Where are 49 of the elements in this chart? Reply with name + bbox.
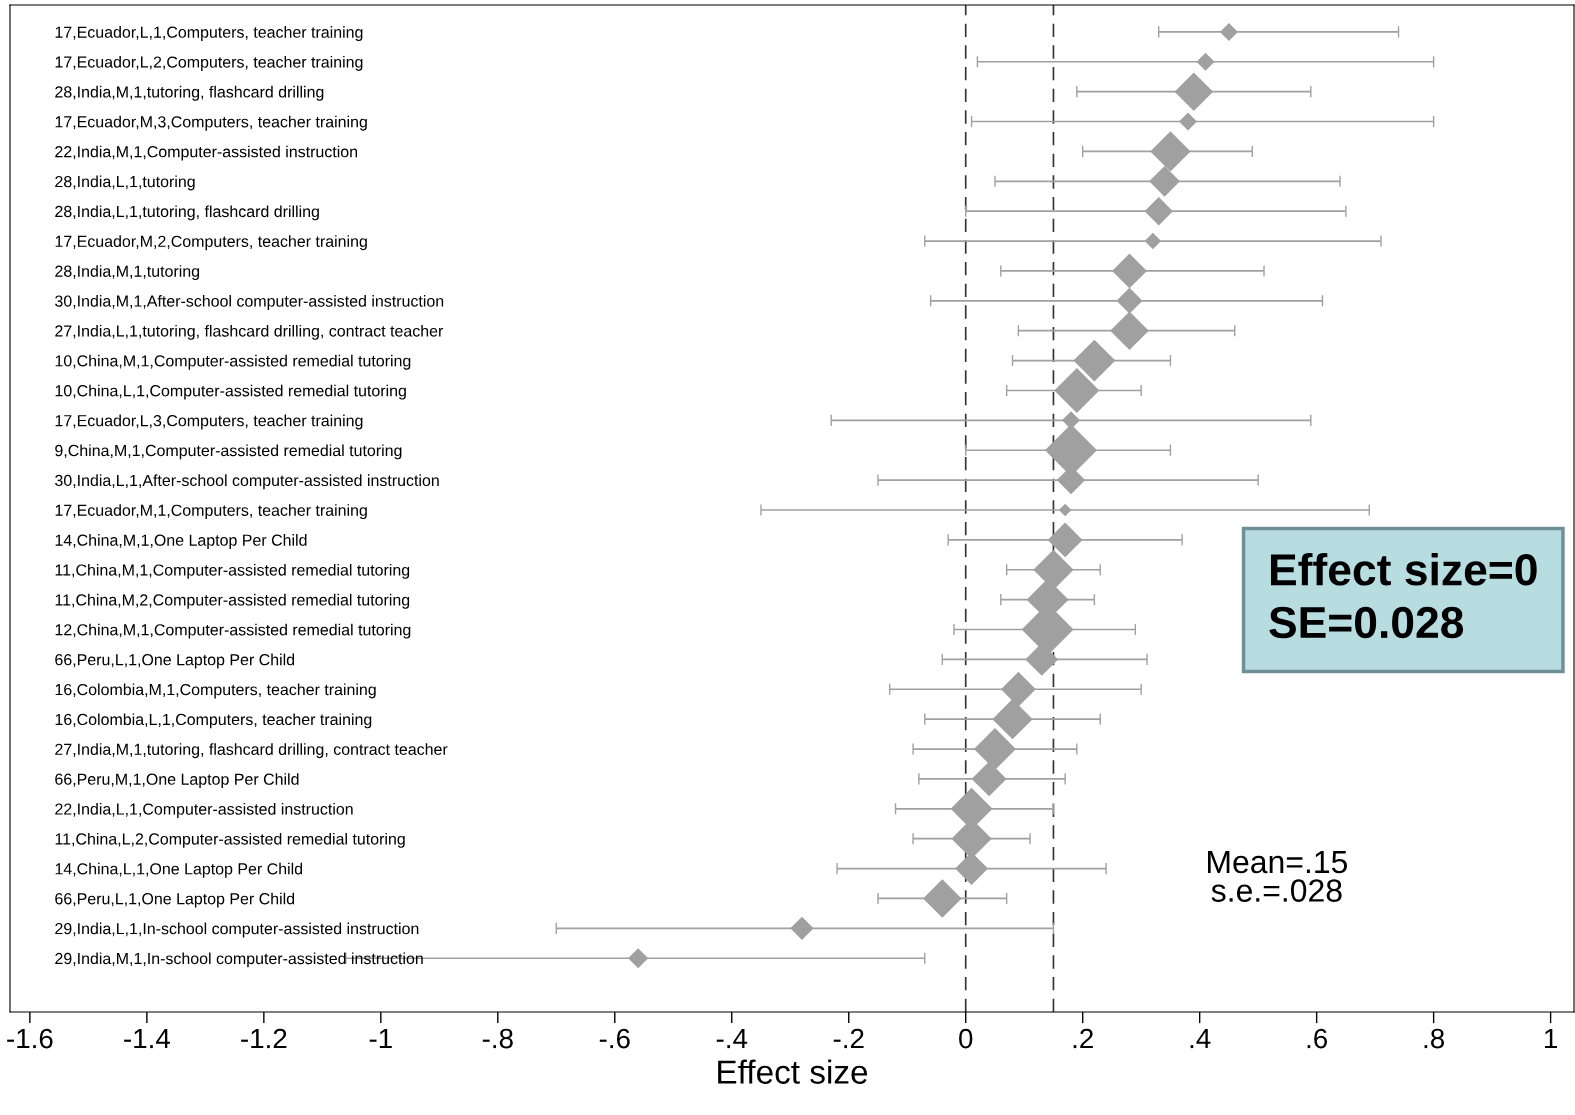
y-tick-label: 66,Peru,M,1,One Laptop Per Child: [55, 773, 299, 789]
x-tick-label: .2: [1073, 1028, 1093, 1049]
y-tick-label: 22,India,M,1,Computer-assisted instruction: [55, 145, 358, 161]
x-tick-label: -.6: [599, 1028, 630, 1049]
x-tick-label: 0: [959, 1028, 973, 1049]
y-tick-label: 16,Colombia,L,1,Computers, teacher training: [55, 713, 372, 729]
x-tick-label: -.4: [716, 1028, 748, 1049]
y-tick-label: 66,Peru,L,1,One Laptop Per Child: [55, 653, 295, 669]
x-tick-label: .6: [1307, 1028, 1328, 1049]
y-tick-label: 11,China,L,2,Computer-assisted remedial tutoring: [55, 832, 405, 848]
y-tick-label: 28,India,M,1,tutoring: [55, 265, 200, 281]
x-tick-label: -.8: [482, 1028, 513, 1049]
annotation: Effect size=0 SE=0.028: [1269, 552, 1537, 639]
x-tick-label: 1: [1545, 1028, 1557, 1049]
y-tick-label: 17,Ecuador,L,2,Computers, teacher training: [55, 55, 363, 71]
y-tick-label: 16,Colombia,M,1,Computers, teacher training: [55, 683, 376, 699]
x-tick-label: -1.2: [241, 1028, 287, 1049]
y-tick-label: 30,India,M,1,After-school computer-assisted instruction: [55, 295, 444, 310]
y-tick-label: 27,India,L,1,tutoring, flashcard drilling, contract teacher: [55, 324, 444, 340]
x-tick-label: -1.6: [7, 1028, 53, 1049]
y-tick-label: 28,India,M,1,tutoring, flashcard drilling: [55, 85, 324, 101]
y-tick-label: 10,China,L,1,Computer-assisted remedial tutoring: [55, 384, 406, 400]
y-tick-label: 17,Ecuador,M,2,Computers, teacher training: [55, 235, 367, 251]
annotation: Mean=.15 s.e.=.028: [1208, 851, 1348, 902]
y-tick-label: 29,India,M,1,In-school computer-assisted instruction: [55, 952, 423, 968]
y-tick-label: 17,Ecuador,M,1,Computers, teacher training: [55, 504, 367, 520]
y-tick-label: 11,China,M,1,Computer-assisted remedial tutoring: [55, 563, 410, 579]
y-tick-label: 66,Peru,L,1,One Laptop Per Child: [55, 892, 295, 908]
y-tick-label: 17,Ecuador,L,3,Computers, teacher training: [55, 414, 363, 430]
y-tick-label: 9,China,M,1,Computer-assisted remedial tutoring: [55, 444, 402, 460]
y-tick-label: 22,India,L,1,Computer-assisted instruction: [55, 803, 353, 818]
y-tick-label: 14,China,L,1,One Laptop Per Child: [55, 862, 303, 878]
x-axis-title: Effect size: [718, 1059, 868, 1084]
x-tick-label: -.2: [833, 1028, 864, 1049]
x-tick-label: .8: [1424, 1028, 1444, 1049]
y-tick-label: 28,India,L,1,tutoring, flashcard drilling: [55, 205, 319, 221]
y-tick-label: 27,India,M,1,tutoring, flashcard drilling, contract teacher: [55, 743, 448, 759]
y-tick-label: 17,Ecuador,M,3,Computers, teacher training: [55, 115, 367, 131]
x-tick-label: -1: [369, 1028, 392, 1049]
y-tick-label: 14,China,M,1,One Laptop Per Child: [55, 534, 307, 549]
x-tick-label: .4: [1190, 1028, 1211, 1049]
x-tick-label: -1.4: [124, 1028, 170, 1049]
y-tick-label: 12,China,M,1,Computer-assisted remedial tutoring: [55, 623, 411, 639]
y-tick-label: 28,India,L,1,tutoring: [55, 175, 195, 191]
y-tick-label: 30,India,L,1,After-school computer-assisted instruction: [55, 474, 439, 490]
y-tick-label: 10,China,M,1,Computer-assisted remedial tutoring: [55, 354, 411, 370]
y-tick-label: 17,Ecuador,L,1,Computers, teacher training: [55, 26, 363, 41]
y-tick-label: 29,India,L,1,In-school computer-assisted instruction: [55, 922, 419, 938]
y-tick-label: 11,China,M,2,Computer-assisted remedial tutoring: [55, 593, 410, 609]
